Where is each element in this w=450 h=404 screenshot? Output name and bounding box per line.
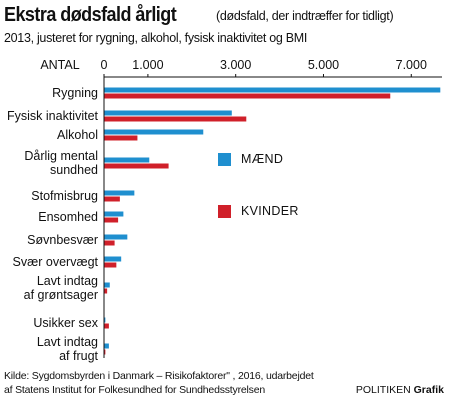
- bar-men: [104, 282, 110, 288]
- bar-men: [104, 317, 106, 323]
- legend-swatch-men: [218, 152, 231, 166]
- bar-women: [104, 135, 138, 141]
- x-tick-label: 5.000: [308, 58, 339, 72]
- bar-women: [104, 116, 247, 122]
- legend-label-women: KVINDER: [241, 204, 299, 218]
- source-line-2: af Statens Institut for Folkesundhed for…: [4, 384, 265, 396]
- bar-men: [104, 190, 135, 196]
- bar-women: [104, 93, 391, 99]
- category-label: Rygning: [52, 86, 98, 100]
- bar-chart: ANTAL 0 1.000 3.000 5.000 7.000 Rygning Fysisk …: [7, 58, 442, 363]
- legend-swatch-women: [218, 204, 231, 218]
- legend-item-women: KVINDER: [218, 204, 299, 218]
- chart-title-note: (dødsfald, der indtræffer for tidligt): [216, 9, 394, 23]
- category-label: Stofmisbrug: [31, 189, 98, 203]
- bar-men: [104, 129, 204, 135]
- category-label: Lavt indtag: [37, 274, 98, 288]
- category-label: Usikker sex: [33, 316, 98, 330]
- bar-women: [104, 288, 108, 294]
- category-label: Ensomhed: [38, 210, 98, 224]
- axis-label: ANTAL: [40, 58, 79, 72]
- x-tick-label: 1.000: [132, 58, 163, 72]
- source-line-1: Kilde: Sygdomsbyrden i Danmark – Risikof…: [4, 370, 314, 382]
- bar-women: [104, 163, 169, 169]
- legend-label-men: MÆND: [241, 152, 284, 166]
- bar-men: [104, 110, 232, 116]
- legend-item-men: MÆND: [218, 152, 283, 166]
- bar-men: [104, 256, 122, 262]
- x-tick-label: 0: [101, 58, 108, 72]
- bar-women: [104, 262, 117, 268]
- bar-men: [104, 211, 124, 217]
- source-note: Kilde: Sygdomsbyrden i Danmark – Risikof…: [4, 369, 314, 397]
- x-tick-label: 7.000: [396, 58, 427, 72]
- category-label: Lavt indtag: [37, 335, 98, 349]
- chart-title: Ekstra dødsfald årligt: [4, 4, 177, 26]
- category-label: Søvnbesvær: [27, 233, 98, 247]
- bar-men: [104, 87, 441, 93]
- category-label: Alkohol: [57, 128, 98, 142]
- bar-women: [104, 240, 115, 246]
- bar-women: [104, 217, 119, 223]
- bar-women: [104, 196, 120, 202]
- bar-men: [104, 157, 150, 163]
- credit-suffix: Grafik: [413, 384, 444, 396]
- bar-women: [104, 323, 109, 329]
- chart-subtitle: 2013, justeret for rygning, alkohol, fys…: [4, 31, 308, 45]
- category-label: Fysisk inaktivitet: [7, 109, 99, 123]
- category-label: af grøntsager: [24, 288, 98, 302]
- bar-men: [104, 343, 109, 349]
- bar-women: [104, 349, 106, 355]
- credit: POLITIKEN Grafik: [356, 383, 444, 397]
- bar-men: [104, 234, 128, 240]
- category-label: sundhed: [50, 163, 98, 177]
- category-label: Dårlig mental: [24, 149, 98, 163]
- credit-name: POLITIKEN: [355, 384, 411, 396]
- category-label: af frugt: [59, 349, 98, 363]
- x-tick-label: 3.000: [220, 58, 251, 72]
- category-label: Svær overvægt: [13, 255, 99, 269]
